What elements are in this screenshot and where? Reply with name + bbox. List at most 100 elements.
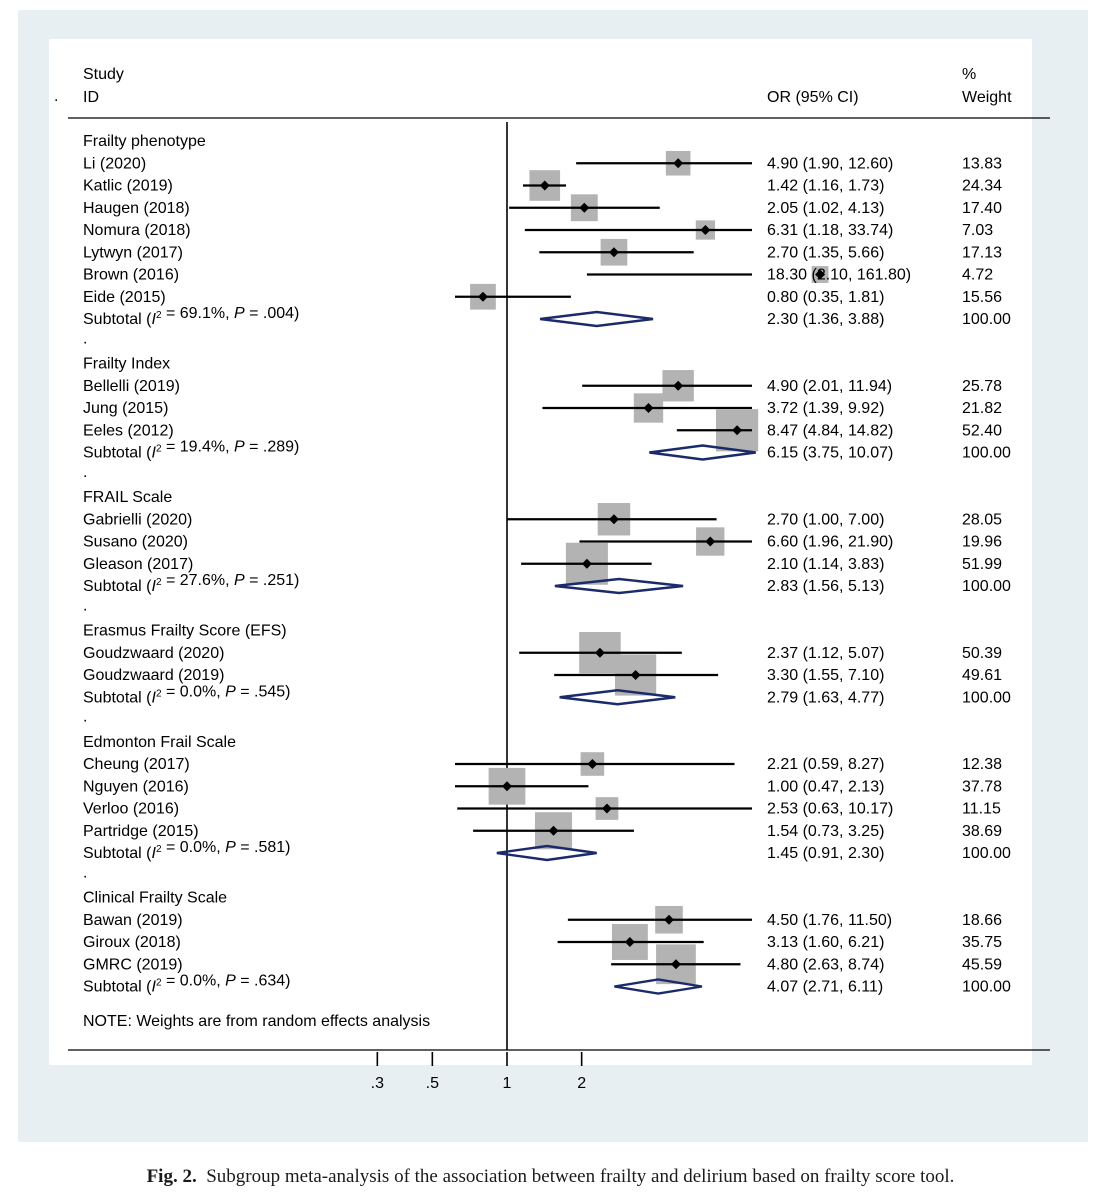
point-estimate xyxy=(663,914,674,925)
subtotal-diamond xyxy=(554,577,684,595)
study-label: Katlic (2019) xyxy=(83,178,173,195)
study-label: Eeles (2012) xyxy=(83,422,174,439)
point-estimate xyxy=(587,759,598,769)
subtotal-i2-text: = 69.1%, xyxy=(162,305,235,322)
weight-header: Weight xyxy=(962,89,1012,106)
subtotal-i2-sup: 2 xyxy=(156,978,162,989)
subtotal-diamond xyxy=(614,978,703,995)
subtotal-or-ci: 1.45 (0.91, 2.30) xyxy=(767,845,884,862)
group-heading: Edmonton Frail Scale xyxy=(83,734,236,751)
subtotal-weight: 100.00 xyxy=(962,311,1011,328)
point-estimate xyxy=(643,403,654,413)
group-separator: . xyxy=(83,597,87,614)
subtotal-label-prefix: Subtotal ( xyxy=(83,311,152,328)
weight-value: 24.34 xyxy=(962,178,1002,195)
subtotal-p-symbol: P xyxy=(234,439,245,456)
study-label: Nguyen (2016) xyxy=(83,778,189,795)
study-label: Nomura (2018) xyxy=(83,222,191,239)
or-ci-value: 2.21 (0.59, 8.27) xyxy=(767,756,884,773)
subtotal-p-symbol: P xyxy=(225,683,236,700)
or-ci-value: 1.42 (1.16, 1.73) xyxy=(767,178,884,195)
group-separator: . xyxy=(83,330,87,347)
weight-value: 19.96 xyxy=(962,534,1002,551)
weight-value: 28.05 xyxy=(962,511,1002,528)
x-tick-label: 1 xyxy=(503,1075,512,1092)
forest-plot: Study ID OR (95% CI)% Weight Frailty phenoty… xyxy=(68,66,1050,1092)
x-tick-label: .3 xyxy=(371,1075,384,1092)
or-ci-value: 3.72 (1.39, 9.92) xyxy=(767,400,884,417)
subtotal-i2-symbol: I xyxy=(151,845,156,862)
study-label: Lytwyn (2017) xyxy=(83,244,183,261)
or-ci-value: 18.30 (2.10, 161.80) xyxy=(767,267,911,284)
point-estimate xyxy=(673,158,684,169)
caption-label: Fig. 2. xyxy=(146,1166,197,1187)
point-estimate xyxy=(624,937,635,947)
subtotal-p-symbol: P xyxy=(234,305,245,322)
weight-value: 4.72 xyxy=(962,267,993,284)
subtotal-label: Subtotal (I2 = 69.1%, P = .004) xyxy=(83,305,299,328)
x-tick-label: .5 xyxy=(426,1075,439,1092)
or-ci-value: 2.70 (1.35, 5.66) xyxy=(767,244,884,261)
subtotal-diamond xyxy=(649,444,756,461)
weight-header-symbol: % xyxy=(962,66,976,83)
subtotal-or-ci: 2.79 (1.63, 4.77) xyxy=(767,689,884,706)
weight-value: 35.75 xyxy=(962,934,1002,951)
subtotal-i2-text: = 0.0%, xyxy=(162,683,226,700)
group-separator: . xyxy=(83,709,87,726)
weight-value: 13.83 xyxy=(962,155,1002,172)
point-estimate xyxy=(705,536,716,547)
point-estimate xyxy=(601,803,612,814)
subtotal-weight: 100.00 xyxy=(962,578,1011,595)
study-label: Partridge (2015) xyxy=(83,823,199,840)
study-label: Jung (2015) xyxy=(83,400,168,417)
subtotal-i2-sup: 2 xyxy=(156,688,162,699)
subtotal-i2-symbol: I xyxy=(151,445,156,462)
study-label: Giroux (2018) xyxy=(83,934,181,951)
or-ci-value: 3.13 (1.60, 6.21) xyxy=(767,934,884,951)
point-estimate xyxy=(608,514,619,525)
point-estimate xyxy=(581,558,592,569)
or-ci-value: 1.00 (0.47, 2.13) xyxy=(767,778,884,795)
or-ci-value: 0.80 (0.35, 1.81) xyxy=(767,289,884,306)
subtotal-i2-text: = 0.0%, xyxy=(162,839,226,856)
id-header: ID xyxy=(83,89,99,106)
subtotal-i2-sup: 2 xyxy=(156,310,162,321)
group-heading: Clinical Frailty Scale xyxy=(83,890,227,907)
subtotal-or-ci: 2.83 (1.56, 5.13) xyxy=(767,578,884,595)
point-estimate xyxy=(579,202,590,213)
subtotal-or-ci: 6.15 (3.75, 10.07) xyxy=(767,445,893,462)
subtotal-label: Subtotal (I2 = 0.0%, P = .581) xyxy=(83,839,290,862)
weight-value: 17.13 xyxy=(962,244,1002,261)
subtotal-diamond xyxy=(496,844,597,862)
subtotal-label-prefix: Subtotal ( xyxy=(83,689,152,706)
or-ci-value: 4.50 (1.76, 11.50) xyxy=(767,912,892,929)
subtotal-p-text: = .581) xyxy=(236,839,291,856)
study-label: Susano (2020) xyxy=(83,534,188,551)
or-ci-value: 2.37 (1.12, 5.07) xyxy=(767,645,884,662)
subtotal-i2-sup: 2 xyxy=(156,577,162,588)
study-label: Haugen (2018) xyxy=(83,200,190,217)
study-label: Gleason (2017) xyxy=(83,556,193,573)
weight-value: 45.59 xyxy=(962,956,1002,973)
study-label: Verloo (2016) xyxy=(83,801,179,818)
group-heading: Frailty Index xyxy=(83,356,170,373)
subtotal-p-text: = .634) xyxy=(236,973,291,990)
subtotal-diamond xyxy=(559,689,676,706)
point-estimate xyxy=(502,781,512,792)
subtotal-p-symbol: P xyxy=(225,973,236,990)
weight-value: 21.82 xyxy=(962,400,1002,417)
study-label: Goudzwaard (2019) xyxy=(83,667,224,684)
subtotal-p-symbol: P xyxy=(234,572,245,589)
subtotal-label-prefix: Subtotal ( xyxy=(83,979,152,996)
point-estimate xyxy=(594,647,605,658)
subtotal-p-text: = .004) xyxy=(245,305,300,322)
study-label: Cheung (2017) xyxy=(83,756,190,773)
study-label: Goudzwaard (2020) xyxy=(83,645,224,662)
weight-value: 25.78 xyxy=(962,378,1002,395)
study-header: Study xyxy=(83,66,124,83)
weight-value: 50.39 xyxy=(962,645,1002,662)
study-label: Gabrielli (2020) xyxy=(83,511,192,528)
subtotal-i2-sup: 2 xyxy=(156,444,162,455)
study-label: Li (2020) xyxy=(83,155,146,172)
study-label: GMRC (2019) xyxy=(83,956,183,973)
